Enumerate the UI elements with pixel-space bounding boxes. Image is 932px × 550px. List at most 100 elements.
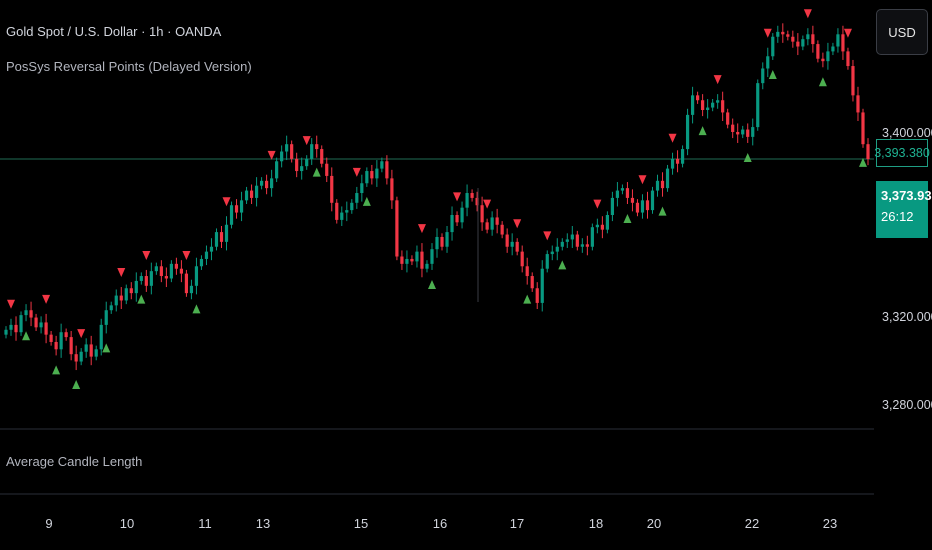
- candle-body: [59, 332, 63, 350]
- candle-body: [280, 151, 284, 162]
- candle-body: [796, 41, 800, 47]
- candle-body: [229, 205, 234, 225]
- candle-body: [856, 95, 860, 113]
- candle-body: [134, 280, 138, 294]
- candle-body: [585, 244, 589, 247]
- candle-body: [24, 310, 28, 316]
- price-tick: 3,400.000: [882, 126, 932, 140]
- bearish-reversal-marker: [513, 219, 522, 229]
- bullish-reversal-marker: [102, 343, 111, 353]
- bullish-reversal-marker: [698, 126, 707, 136]
- time-tick: 20: [646, 516, 662, 531]
- candle-body: [49, 334, 53, 342]
- candle-body: [270, 178, 274, 189]
- candle-body: [570, 234, 574, 240]
- price-tick: 3,280.000: [882, 398, 932, 412]
- candle-body: [721, 100, 725, 113]
- bullish-reversal-marker: [72, 380, 81, 390]
- time-tick: 11: [198, 516, 212, 531]
- candle-body: [610, 197, 615, 215]
- candle-body: [149, 271, 153, 286]
- candle-body: [4, 329, 8, 335]
- candle-body: [400, 256, 404, 264]
- candle-body: [224, 224, 229, 242]
- candle-body: [275, 161, 279, 179]
- candle-body: [766, 56, 770, 69]
- candle-body: [179, 268, 184, 274]
- candle-body: [475, 197, 479, 206]
- lower-pane-title[interactable]: Average Candle Length: [6, 454, 143, 469]
- candle-body: [285, 144, 289, 152]
- candle-body: [440, 236, 444, 247]
- candle-body: [380, 161, 384, 169]
- bullish-reversal-marker: [658, 206, 667, 216]
- time-tick: 18: [588, 516, 604, 531]
- candle-body: [490, 217, 494, 230]
- candle-body: [801, 39, 805, 47]
- candle-body: [300, 166, 304, 172]
- candle-body: [645, 200, 650, 211]
- candle-body: [505, 234, 509, 247]
- bearish-reversal-marker: [222, 197, 231, 207]
- candle-body: [716, 100, 720, 103]
- candle-body: [680, 149, 685, 164]
- candle-body: [650, 190, 655, 211]
- candle-body: [836, 34, 840, 47]
- bearish-reversal-marker: [638, 175, 647, 185]
- reference-price-tag: 3,393.380: [874, 139, 930, 167]
- candle-body: [430, 249, 434, 264]
- candle-body: [19, 315, 23, 333]
- candle-body: [445, 232, 449, 247]
- candle-body: [806, 34, 810, 40]
- candle-body: [199, 258, 204, 267]
- candle-body: [415, 251, 419, 262]
- candle-body: [249, 190, 254, 198]
- candle-body: [375, 168, 379, 179]
- candle-body: [355, 193, 359, 203]
- candle-body: [846, 51, 850, 67]
- candle-body: [640, 200, 645, 213]
- bullish-reversal-marker: [558, 260, 567, 270]
- bearish-reversal-marker: [417, 224, 426, 234]
- candle-body: [29, 310, 33, 318]
- candle-body: [259, 180, 264, 186]
- candle-body: [620, 188, 625, 191]
- candle-body: [751, 127, 755, 137]
- bearish-reversal-marker: [593, 199, 602, 209]
- candle-body: [565, 239, 569, 242]
- candle-body: [635, 202, 640, 213]
- candle-body: [9, 324, 13, 330]
- candle-body: [124, 288, 128, 301]
- candle-body: [89, 344, 93, 357]
- candle-body: [109, 305, 113, 311]
- candle-body: [365, 171, 369, 184]
- time-tick: 9: [45, 516, 53, 531]
- bearish-reversal-marker: [182, 250, 191, 260]
- candle-body: [816, 44, 820, 59]
- bearish-reversal-marker: [267, 150, 276, 160]
- time-tick: 16: [432, 516, 448, 531]
- last-price-value: 3,373.930: [881, 188, 932, 203]
- bearish-reversal-marker: [713, 75, 722, 85]
- candle-body: [385, 161, 389, 179]
- candle-body: [305, 158, 309, 167]
- candle-body: [690, 95, 695, 115]
- currency-button[interactable]: USD: [876, 9, 928, 55]
- bearish-reversal-marker: [7, 299, 16, 309]
- indicator-title[interactable]: PosSys Reversal Points (Delayed Version): [6, 59, 252, 74]
- candle-body: [665, 168, 670, 189]
- bullish-reversal-marker: [192, 304, 201, 314]
- candle-body: [320, 149, 324, 164]
- candle-body: [34, 317, 38, 328]
- candle-body: [410, 258, 414, 262]
- candle-body: [119, 295, 123, 301]
- candle-body: [706, 107, 710, 110]
- candle-body: [821, 58, 825, 62]
- candle-body: [310, 144, 314, 159]
- bearish-reversal-marker: [803, 9, 812, 19]
- bearish-reversal-marker: [142, 250, 151, 260]
- candle-body: [655, 180, 660, 191]
- candle-body: [485, 222, 489, 230]
- candle-body: [701, 100, 705, 110]
